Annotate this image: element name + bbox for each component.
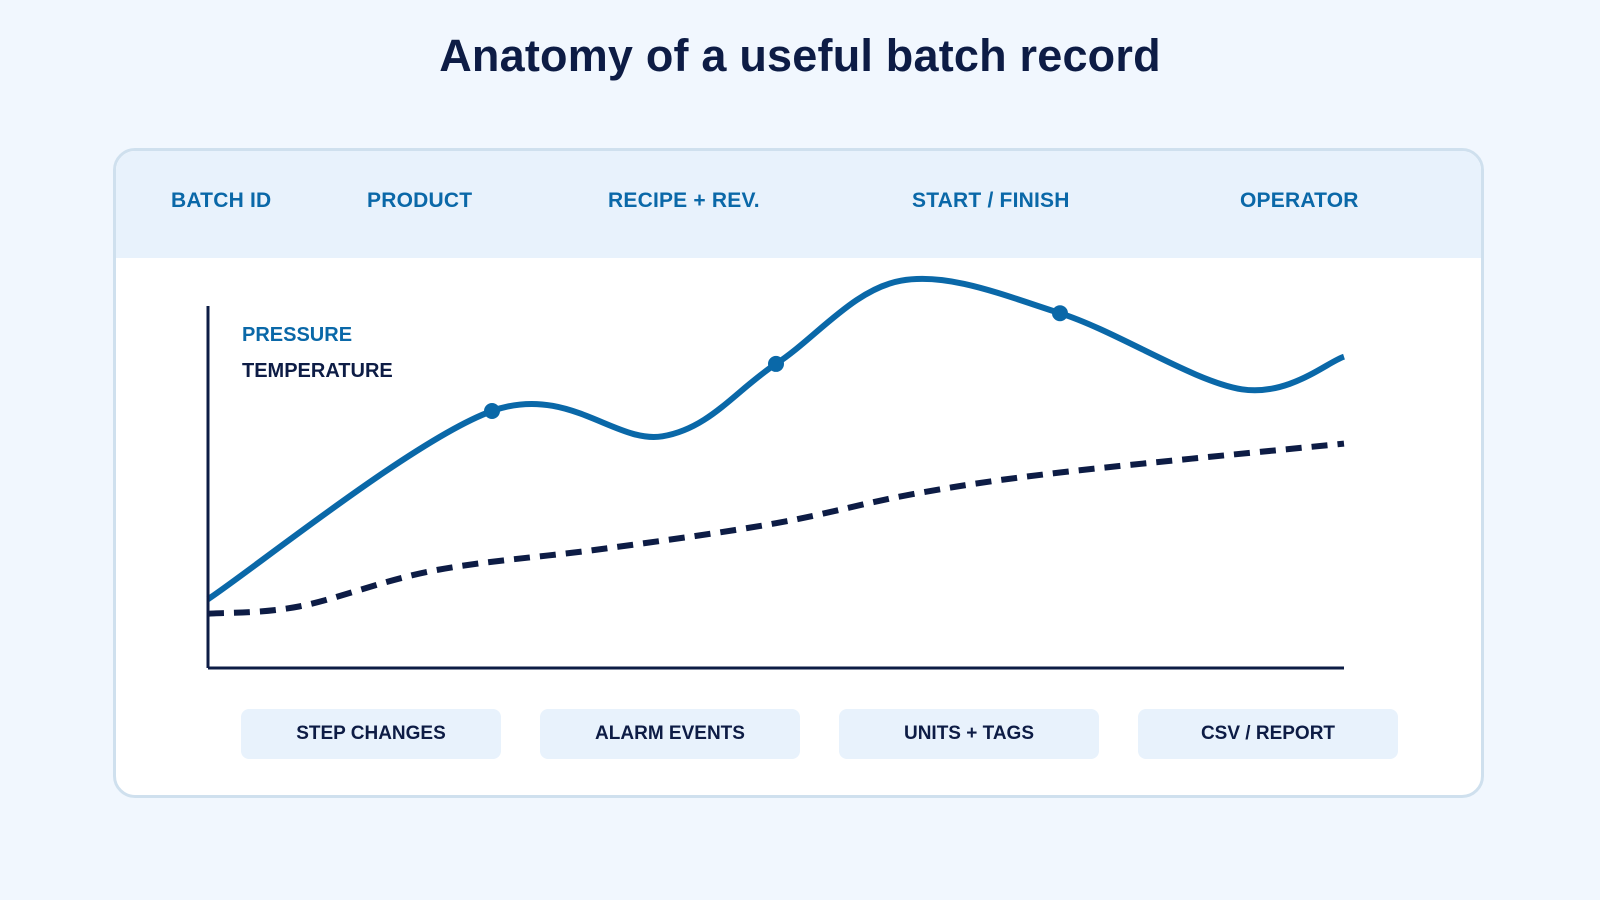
header-field-batch-id: BATCH ID [171,189,272,212]
pressure-marker-2 [768,355,784,372]
header-field-start-finish: START / FINISH [912,189,1070,212]
pill-alarm-events: ALARM EVENTS [540,709,800,759]
plot-area [206,275,1346,617]
header-field-recipe-rev: RECIPE + REV. [608,189,760,212]
batch-header-band: BATCH ID PRODUCT RECIPE + REV. START / F… [116,151,1481,258]
pill-step-changes: STEP CHANGES [241,709,501,759]
batch-record-card: BATCH ID PRODUCT RECIPE + REV. START / F… [113,148,1484,798]
temperature-line [207,440,1345,617]
pill-csv-report: CSV / REPORT [1138,709,1398,759]
pressure-line [206,275,1346,602]
legend-pressure: PRESSURE [242,324,352,346]
pressure-marker-1 [484,402,500,419]
trend-chart: PRESSURE TEMPERATURE [206,275,1346,670]
page-title: Anatomy of a useful batch record [439,30,1161,81]
header-field-operator: OPERATOR [1240,189,1359,212]
pressure-marker-3 [1052,305,1068,322]
legend-temperature: TEMPERATURE [242,360,393,382]
header-field-product: PRODUCT [367,189,473,212]
pill-units-tags: UNITS + TAGS [839,709,1099,759]
